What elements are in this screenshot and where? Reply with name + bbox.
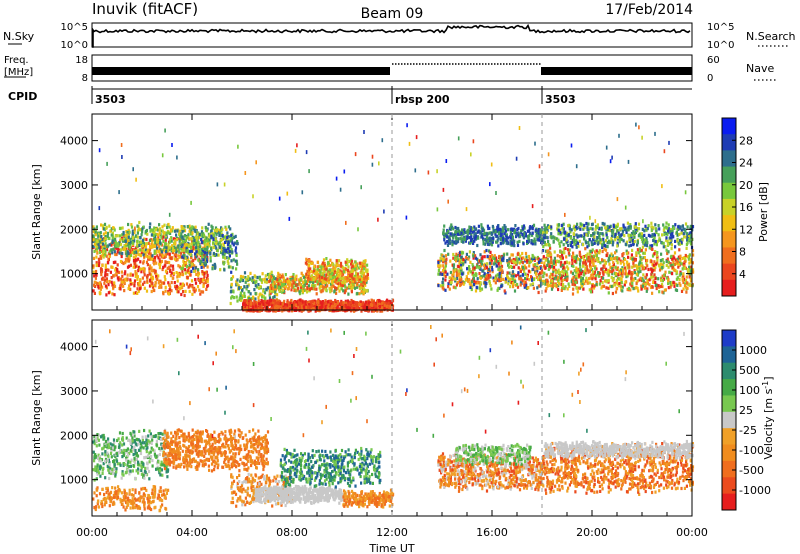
y-tick-label: 1000	[60, 474, 88, 487]
cpid-label: CPID	[8, 90, 37, 103]
cpid-segment-label: rbsp 200	[395, 93, 450, 106]
nsearch-label: N.Search	[746, 30, 796, 43]
colorbar-swatch	[722, 231, 736, 248]
colorbar-tick-label: -100	[739, 444, 764, 457]
colorbar-tick-label: 500	[739, 364, 760, 377]
colorbar-tick-label: 1000	[739, 344, 767, 357]
nsky-frame	[91, 22, 693, 48]
colorbar-tick-label: 16	[739, 201, 753, 214]
colorbar-tick-label: 4	[739, 268, 746, 281]
beam-title: Beam 09	[361, 6, 424, 22]
nave-tick-top: 60	[707, 55, 720, 66]
colorbar-swatch	[722, 444, 736, 462]
velocity-data	[92, 325, 695, 513]
time-axis-label: Time UT	[368, 542, 414, 554]
colorbar-swatch	[722, 263, 736, 281]
velocity-ylabel: Slant Range [km]	[30, 370, 43, 466]
cpid-row: 3503 rbsp 200 3503	[91, 86, 692, 106]
colorbar-swatch	[722, 166, 736, 184]
velocity-y-axis: 1000 2000 3000 4000	[60, 341, 692, 487]
nave-label: Nave	[746, 62, 774, 75]
colorbar-swatch	[722, 493, 736, 511]
colorbar-tick-label: -500	[739, 464, 764, 477]
nsky-tick-bottom: 10^0	[61, 40, 88, 51]
time-axis: 00:00 04:00 08:00 12:00 16:00 20:00 00:00	[76, 114, 708, 539]
y-tick-label: 3000	[60, 179, 88, 192]
colorbar-tick-label: 100	[739, 384, 760, 397]
cpid-segment-label: 3503	[545, 93, 576, 106]
colorbar-tick-label: 25	[739, 404, 753, 417]
power-data	[92, 122, 695, 313]
freq-tick-top: 18	[75, 55, 88, 66]
y-tick-label: 3000	[60, 385, 88, 398]
y-tick-label: 4000	[60, 135, 88, 148]
colorbar-swatch	[722, 411, 736, 429]
power-y-axis: 1000 2000 3000 4000	[60, 135, 692, 281]
power-panel: 1000 2000 3000 4000 Slant Range [km] 4 8 12 16…	[30, 113, 770, 313]
freq-panel: Freq. [MHz] 18 8 60 0 Nave CPID	[4, 54, 776, 103]
nsky-tick-top: 10^5	[61, 22, 88, 33]
colorbar-tick-label: -1000	[739, 484, 771, 497]
colorbar-swatch	[722, 460, 736, 478]
nsearch-tick-top: 10^5	[707, 22, 734, 33]
colorbar-swatch	[722, 198, 736, 216]
colorbar-swatch	[722, 395, 736, 413]
power-cbar-label: Power [dB]	[757, 182, 770, 242]
freq-tick-bottom: 8	[82, 73, 88, 84]
x-tick-label: 12:00	[376, 526, 408, 539]
colorbar-swatch	[722, 477, 736, 495]
colorbar-swatch	[722, 428, 736, 446]
x-tick-label: 00:00	[76, 526, 108, 539]
colorbar-swatch	[722, 362, 736, 380]
power-ylabel: Slant Range [km]	[30, 164, 43, 260]
y-tick-label: 2000	[60, 223, 88, 236]
colorbar-swatch	[722, 330, 736, 347]
freq-label: Freq.	[4, 55, 29, 66]
x-tick-label: 04:00	[176, 526, 208, 539]
freq-trace-1	[92, 67, 390, 75]
colorbar-swatch	[722, 379, 736, 396]
colorbar-swatch	[722, 182, 736, 200]
freq-unit: [MHz]	[4, 67, 33, 78]
date-title: 17/Feb/2014	[605, 2, 693, 18]
colorbar-tick-label: -25	[739, 424, 757, 437]
velocity-cbar-label: Velocity [m s-1]	[761, 376, 775, 459]
nsky-panel: N.Sky 10^5 10^0 10^5 10^0 N.Search	[3, 22, 796, 51]
cpid-segment-label: 3503	[95, 93, 126, 106]
x-tick-label: 16:00	[476, 526, 508, 539]
colorbar-tick-label: 28	[739, 134, 753, 147]
colorbar-swatch	[722, 215, 736, 232]
freq-trace-2	[541, 67, 692, 75]
colorbar-tick-label: 20	[739, 179, 753, 192]
nave-tick-bottom: 0	[707, 73, 713, 84]
station-title: Inuvik (fitACF)	[92, 0, 198, 18]
colorbar-tick-label: 8	[739, 246, 746, 259]
velocity-colorbar: 1000 500 100 25 -25 -100 -500 -1000	[721, 329, 771, 511]
colorbar-swatch	[722, 247, 736, 265]
colorbar-swatch	[722, 134, 736, 151]
colorbar-swatch	[722, 279, 736, 297]
x-tick-label: 08:00	[276, 526, 308, 539]
y-tick-label: 1000	[60, 268, 88, 281]
nsky-trace	[92, 23, 691, 48]
y-tick-label: 4000	[60, 341, 88, 354]
colorbar-swatch	[722, 118, 736, 135]
velocity-panel: 1000 2000 3000 4000 Slant Range [km] 1000 50…	[30, 319, 775, 517]
nsearch-tick-bottom: 10^0	[707, 40, 734, 51]
power-colorbar: 4 8 12 16 20 24 28	[721, 117, 753, 297]
colorbar-swatch	[722, 346, 736, 364]
colorbar-tick-label: 12	[739, 223, 753, 236]
y-tick-label: 2000	[60, 429, 88, 442]
x-tick-label: 20:00	[576, 526, 608, 539]
nsky-label: N.Sky	[3, 30, 35, 43]
colorbar-tick-label: 24	[739, 157, 753, 170]
colorbar-swatch	[722, 150, 736, 168]
x-tick-label: 00:00	[676, 526, 708, 539]
